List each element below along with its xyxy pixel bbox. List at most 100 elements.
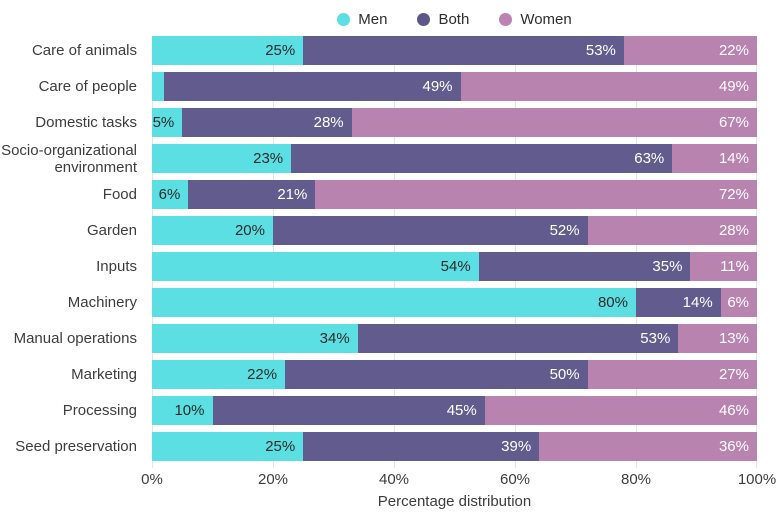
bar-segment-both: 53% bbox=[357, 324, 679, 353]
bar-area: 6% 21% 72% bbox=[152, 180, 757, 216]
stacked-bar: 25% 53% 22% bbox=[152, 36, 757, 65]
bar-segment-both: 63% bbox=[291, 144, 673, 173]
category-label: Socio-organizational environment bbox=[1, 141, 137, 176]
bar-segment-women: 72% bbox=[315, 180, 757, 209]
bar-segment-women: 22% bbox=[623, 36, 757, 65]
chart-row: Machinery 80% 14% 6% bbox=[0, 288, 778, 324]
bar-area: 49% 49% bbox=[152, 72, 757, 108]
bar-area: 5% 28% 67% bbox=[152, 108, 757, 144]
stacked-bar: 22% 50% 27% bbox=[152, 360, 757, 389]
stacked-bar: 6% 21% 72% bbox=[152, 180, 757, 209]
legend-color-dot-icon bbox=[499, 12, 513, 26]
chart-row: Care of people 49% 49% bbox=[0, 72, 778, 108]
x-tick-label: 40% bbox=[378, 471, 410, 488]
stacked-bar: 34% 53% 13% bbox=[152, 324, 757, 353]
bar-segment-men: 20% bbox=[152, 216, 273, 245]
chart-row: Food 6% 21% 72% bbox=[0, 180, 778, 216]
bar-segment-both: 50% bbox=[285, 360, 588, 389]
bar-segment-women: 14% bbox=[672, 144, 757, 173]
stacked-bar: 49% 49% bbox=[152, 72, 757, 101]
chart-row: Processing 10% 45% 46% bbox=[0, 396, 778, 432]
bar-area: 25% 53% 22% bbox=[152, 36, 757, 72]
bar-segment-both: 52% bbox=[273, 216, 588, 245]
bar-segment-both: 53% bbox=[303, 36, 624, 65]
bar-segment-men: 6% bbox=[152, 180, 189, 209]
bar-segment-women: 46% bbox=[484, 396, 757, 425]
stacked-bar: 20% 52% 28% bbox=[152, 216, 757, 245]
bar-segment-men: 23% bbox=[152, 144, 292, 173]
x-axis: 0% 20% 40% 60% 80% 100% bbox=[141, 468, 776, 490]
bar-segment-both: 28% bbox=[182, 108, 352, 137]
legend-item: Both bbox=[417, 11, 469, 28]
bar-segment-men: 80% bbox=[152, 288, 636, 317]
stacked-bar: 10% 45% 46% bbox=[152, 396, 757, 425]
legend-item-label: Women bbox=[520, 10, 572, 28]
stacked-bar: 54% 35% 11% bbox=[152, 252, 757, 281]
bar-area: 10% 45% 46% bbox=[152, 396, 757, 432]
bar-segment-men: 22% bbox=[152, 360, 286, 389]
bar-segment-both: 49% bbox=[164, 72, 461, 101]
bar-area: 80% 14% 6% bbox=[152, 288, 757, 324]
bar-segment-women: 49% bbox=[460, 72, 757, 101]
stacked-bar: 5% 28% 67% bbox=[152, 108, 757, 137]
bar-segment-men: 34% bbox=[152, 324, 358, 353]
category-label: Food bbox=[102, 186, 137, 204]
chart-row: Manual operations 34% 53% 13% bbox=[0, 324, 778, 360]
stacked-bar: 80% 14% 6% bbox=[152, 288, 757, 317]
category-label: Manual operations bbox=[13, 330, 137, 348]
x-tick-label: 100% bbox=[737, 471, 777, 488]
bar-segment-both: 39% bbox=[303, 432, 540, 461]
chart-row: Garden 20% 52% 28% bbox=[0, 216, 778, 252]
category-label: Machinery bbox=[67, 294, 137, 312]
category-label: Seed preservation bbox=[15, 438, 137, 456]
category-label: Inputs bbox=[96, 258, 137, 276]
bar-rows: Care of animals 25% 53% 22% Care of peop… bbox=[0, 36, 778, 468]
bar-segment-both: 35% bbox=[478, 252, 691, 281]
bar-area: 23% 63% 14% bbox=[152, 144, 757, 180]
bar-segment-women: 6% bbox=[720, 288, 757, 317]
x-tick-label: 60% bbox=[499, 471, 531, 488]
legend-color-dot-icon bbox=[337, 12, 351, 26]
category-label: Care of animals bbox=[31, 42, 137, 60]
bar-segment-women: 36% bbox=[539, 432, 757, 461]
bar-area: 20% 52% 28% bbox=[152, 216, 757, 252]
bar-segment-men: 5% bbox=[152, 108, 183, 137]
bar-area: 22% 50% 27% bbox=[152, 360, 757, 396]
x-tick-label: 80% bbox=[620, 471, 652, 488]
stacked-bar: 25% 39% 36% bbox=[152, 432, 757, 461]
bar-segment-women: 11% bbox=[690, 252, 757, 281]
category-label: Care of people bbox=[38, 78, 137, 96]
stacked-bar: 23% 63% 14% bbox=[152, 144, 757, 173]
x-tick-label: 20% bbox=[257, 471, 289, 488]
bar-segment-both: 21% bbox=[188, 180, 316, 209]
legend-item: Men bbox=[337, 11, 387, 28]
bar-segment-men: 25% bbox=[152, 432, 304, 461]
bar-area: 25% 39% 36% bbox=[152, 432, 757, 468]
bar-segment-women: 13% bbox=[678, 324, 757, 353]
bar-segment-both: 45% bbox=[212, 396, 485, 425]
category-label: Domestic tasks bbox=[35, 114, 137, 132]
bar-segment-men bbox=[152, 72, 165, 101]
x-axis-title: Percentage distribution bbox=[377, 493, 532, 510]
bar-area: 34% 53% 13% bbox=[152, 324, 757, 360]
chart-row: Domestic tasks 5% 28% 67% bbox=[0, 108, 778, 144]
chart-row: Care of animals 25% 53% 22% bbox=[0, 36, 778, 72]
bar-segment-men: 54% bbox=[152, 252, 479, 281]
x-tick-label: 0% bbox=[141, 471, 163, 488]
chart-row: Seed preservation 25% 39% 36% bbox=[0, 432, 778, 468]
legend-item-label: Men bbox=[358, 10, 388, 28]
legend-color-dot-icon bbox=[417, 12, 431, 26]
bar-segment-women: 27% bbox=[587, 360, 757, 389]
bar-segment-women: 67% bbox=[351, 108, 757, 137]
category-label: Garden bbox=[86, 222, 137, 240]
chart-row: Marketing 22% 50% 27% bbox=[0, 360, 778, 396]
category-label: Processing bbox=[62, 402, 137, 420]
bar-segment-women: 28% bbox=[587, 216, 757, 245]
bar-segment-men: 25% bbox=[152, 36, 304, 65]
chart-row: Socio-organizational environment 23% 63%… bbox=[0, 141, 778, 180]
bar-area: 54% 35% 11% bbox=[152, 252, 757, 288]
legend-item-label: Both bbox=[438, 10, 470, 28]
bar-segment-both: 14% bbox=[636, 288, 721, 317]
chart-legend: Men Both Women bbox=[152, 0, 757, 36]
